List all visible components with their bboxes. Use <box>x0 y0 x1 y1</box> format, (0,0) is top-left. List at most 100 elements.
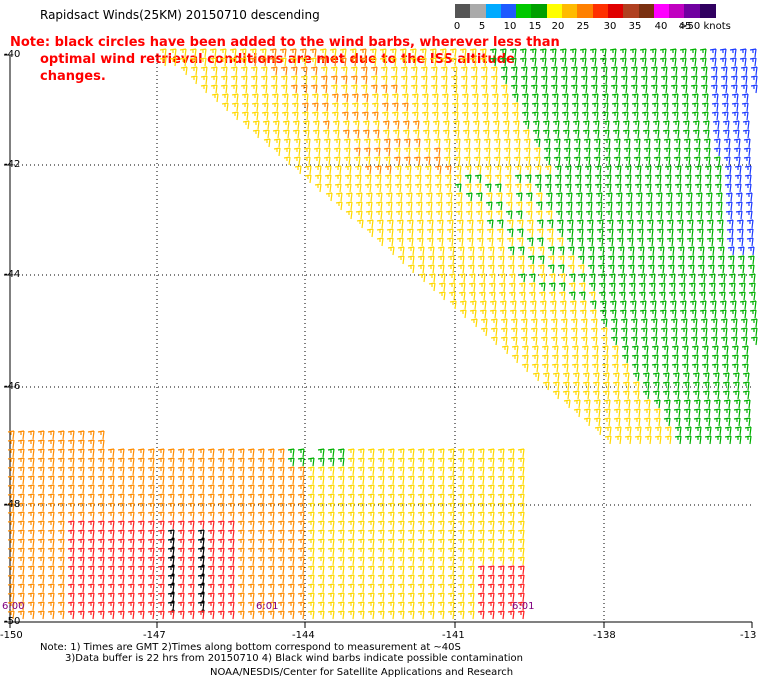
wind-barb <box>680 75 688 85</box>
wind-barb <box>446 237 454 247</box>
wind-barb <box>676 228 684 238</box>
wind-barb <box>487 601 495 611</box>
wind-barb <box>47 547 55 557</box>
wind-barb <box>247 556 255 566</box>
wind-barb <box>347 583 355 593</box>
wind-barb <box>17 466 25 476</box>
wind-barb <box>669 48 677 58</box>
wind-barb <box>703 138 711 148</box>
wind-barb <box>691 93 699 103</box>
wind-barb <box>390 84 398 94</box>
wind-barb <box>690 84 698 94</box>
wind-barb <box>654 183 662 193</box>
wind-barb <box>484 165 492 175</box>
wind-barb <box>639 309 647 319</box>
wind-barb <box>47 592 55 602</box>
wind-barb <box>477 520 485 530</box>
wind-barb <box>525 192 533 202</box>
wind-barb <box>271 102 279 112</box>
wind-barb <box>601 363 609 373</box>
wind-barb <box>458 273 466 283</box>
wind-barb <box>217 475 225 485</box>
wind-barb <box>377 448 385 458</box>
wind-barb <box>517 457 525 467</box>
wind-barb <box>709 300 717 310</box>
wind-barb <box>719 300 727 310</box>
wind-barb <box>448 273 456 283</box>
wind-barb <box>87 538 95 548</box>
wind-barb <box>57 574 65 584</box>
wind-barb <box>581 354 589 364</box>
wind-barb <box>217 457 225 467</box>
wind-barb <box>377 547 385 557</box>
wind-barb <box>7 511 15 521</box>
wind-barb <box>117 484 125 494</box>
wind-barb <box>693 147 701 157</box>
legend-tick-label: 0 <box>453 21 461 32</box>
wind-barb <box>717 255 725 265</box>
wind-barb <box>699 300 707 310</box>
wind-barb <box>337 448 345 458</box>
wind-barb <box>681 111 689 121</box>
wind-barb <box>247 565 255 575</box>
wind-barb <box>645 192 653 202</box>
wind-barb <box>437 264 445 274</box>
wind-barb <box>267 556 275 566</box>
wind-barb <box>711 93 719 103</box>
wind-barb <box>534 174 542 184</box>
wind-barb <box>729 300 737 310</box>
wind-barb <box>27 601 35 611</box>
wind-barb <box>267 565 275 575</box>
wind-barb <box>735 210 743 220</box>
wind-barb <box>724 426 732 436</box>
wind-barb <box>473 147 481 157</box>
wind-barb <box>465 210 473 220</box>
wind-barb <box>347 493 355 503</box>
wind-barb <box>280 84 288 94</box>
wind-barb <box>498 273 506 283</box>
wind-barb <box>147 565 155 575</box>
wind-barb <box>267 484 275 494</box>
wind-barb <box>411 102 419 112</box>
wind-barb <box>247 493 255 503</box>
wind-barb <box>737 264 745 274</box>
wind-barb <box>723 408 731 418</box>
wind-barb <box>431 102 439 112</box>
wind-barb <box>87 592 95 602</box>
wind-barb <box>477 448 485 458</box>
wind-barb <box>360 66 368 76</box>
wind-barb <box>399 57 407 67</box>
wind-barb <box>505 210 513 220</box>
wind-barb <box>380 75 388 85</box>
wind-barb <box>410 75 418 85</box>
wind-barb <box>227 601 235 611</box>
wind-barb <box>77 511 85 521</box>
wind-barb <box>507 565 515 575</box>
wind-barb <box>383 138 391 148</box>
wind-barb <box>237 556 245 566</box>
wind-barb <box>117 565 125 575</box>
wind-barb <box>439 48 447 58</box>
wind-barb <box>289 48 297 58</box>
wind-barb <box>553 147 561 157</box>
wind-barb <box>7 529 15 539</box>
wind-barb <box>323 156 331 166</box>
wind-barb <box>207 475 215 485</box>
wind-barb <box>497 592 505 602</box>
wind-barb <box>267 538 275 548</box>
wind-barb <box>277 484 285 494</box>
wind-barb <box>680 318 688 328</box>
wind-barb <box>357 457 365 467</box>
wind-barb <box>691 102 699 112</box>
wind-barb <box>447 538 455 548</box>
wind-barb <box>239 48 247 58</box>
wind-barb <box>307 466 315 476</box>
wind-barb <box>460 66 468 76</box>
wind-barb <box>622 381 630 391</box>
wind-barb <box>397 583 405 593</box>
wind-barb <box>634 183 642 193</box>
wind-barb <box>7 484 15 494</box>
wind-barb <box>466 228 474 238</box>
wind-barb <box>570 327 578 337</box>
wind-barb <box>117 592 125 602</box>
